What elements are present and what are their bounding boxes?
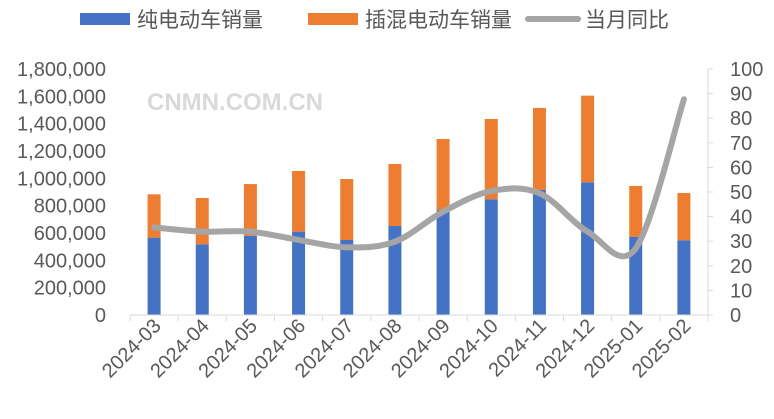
legend-label: 当月同比 [585,9,669,32]
watermark: CNMN.COM.CN [147,89,323,116]
left-tick-label: 800,000 [34,196,106,218]
left-tick-label: 1,000,000 [17,168,106,190]
left-tick-label: 1,200,000 [17,141,106,163]
left-tick-label: 600,000 [34,223,106,245]
bar-bev-2024-03 [148,238,161,315]
legend-label: 插混电动车销量 [365,9,512,32]
bar-bev-2024-11 [533,190,546,315]
left-tick-label: 1,600,000 [17,86,106,108]
right-tick-label: 90 [730,84,752,106]
right-tick-label: 60 [730,157,752,179]
bar-phev-2024-12 [581,96,594,183]
bar-phev-2024-06 [292,171,305,232]
line-yoy [154,99,684,256]
right-tick-label: 20 [730,256,752,278]
left-tick-label: 400,000 [34,250,106,272]
bar-bev-2024-05 [244,236,257,315]
bar-bev-2025-02 [677,240,690,315]
bars [148,96,691,315]
bar-phev-2024-04 [196,198,209,244]
right-tick-label: 30 [730,231,752,253]
bar-phev-2024-07 [340,179,353,240]
legend: 纯电动车销量 插混电动车销量 当月同比 [80,9,669,32]
line-series [154,99,684,256]
right-tick-label: 10 [730,280,752,302]
bar-phev-2025-01 [629,186,642,237]
right-tick-label: 0 [730,305,741,327]
legend-swatch [80,13,130,25]
bar-phev-2024-11 [533,108,546,190]
left-tick-label: 1,800,000 [17,59,106,81]
legend-swatch [308,13,358,25]
right-tick-label: 80 [730,108,752,130]
bar-phev-2024-09 [437,139,450,210]
bar-bev-2024-04 [196,244,209,315]
left-tick-label: 1,400,000 [17,114,106,136]
right-tick-label: 50 [730,182,752,204]
bar-bev-2024-10 [485,199,498,315]
legend-label: 纯电动车销量 [137,9,263,32]
bar-phev-2024-03 [148,194,161,237]
bar-bev-2024-07 [340,240,353,315]
bar-phev-2024-05 [244,184,257,236]
left-axis: 0 200,000 400,000 600,000 800,000 1,000,000 1,… [17,59,106,327]
left-tick-label: 0 [95,305,106,327]
right-tick-label: 40 [730,207,752,229]
right-tick-label: 70 [730,133,752,155]
bar-bev-2024-06 [292,232,305,315]
bar-phev-2024-08 [388,164,401,226]
bar-bev-2024-12 [581,182,594,315]
bar-bev-2024-09 [437,210,450,315]
bar-phev-2025-02 [677,193,690,240]
left-tick-label: 200,000 [34,278,106,300]
right-tick-label: 100 [730,59,763,81]
x-axis: 2024-032024-042024-052024-062024-072024-… [98,315,708,382]
